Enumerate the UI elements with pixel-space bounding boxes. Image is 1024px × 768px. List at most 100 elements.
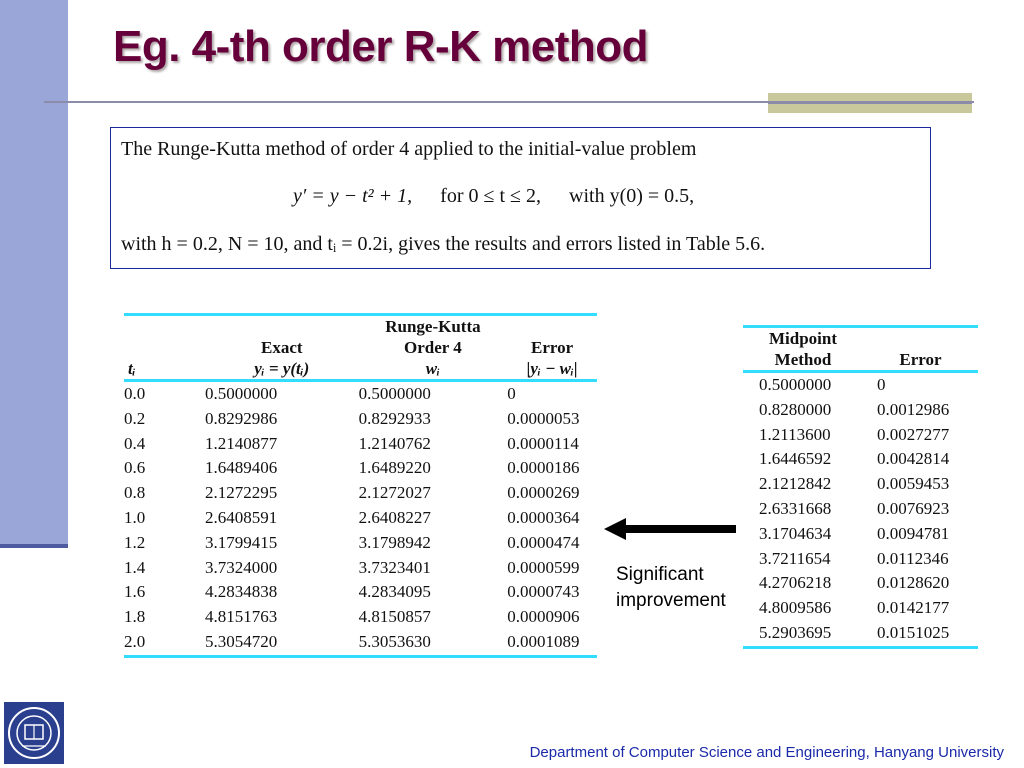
equation-ode: y′ = y − t² + 1, bbox=[293, 185, 412, 207]
table-cell: 5.3054720 bbox=[205, 630, 359, 656]
table-cell: 0 bbox=[507, 381, 597, 407]
table-row: 2.6331668 0.0076923 bbox=[743, 497, 978, 522]
table-cell: 0.8292933 bbox=[359, 407, 508, 432]
table-row: 0.0 0.5000000 0.5000000 0 bbox=[124, 381, 597, 407]
table-cell: 2.6408227 bbox=[359, 506, 508, 531]
table-cell: 0.5000000 bbox=[205, 381, 359, 407]
table-row: 0.4 1.2140877 1.2140762 0.0000114 bbox=[124, 432, 597, 457]
table-cell: 0.0001089 bbox=[507, 630, 597, 656]
equation-initial-value: with y(0) = 0.5, bbox=[569, 185, 694, 207]
table-header-row: Midpoint Method Error bbox=[743, 327, 978, 372]
table-row: 3.7211654 0.0112346 bbox=[743, 547, 978, 572]
table-cell: 0.8292986 bbox=[205, 407, 359, 432]
title-accent-line bbox=[768, 101, 972, 104]
table-cell: 0.0000743 bbox=[507, 580, 597, 605]
sidebar-shadow bbox=[0, 544, 68, 548]
header-exact-label: Exact bbox=[205, 337, 359, 358]
header-exact-formula: yᵢ = y(tᵢ) bbox=[205, 358, 359, 379]
table-cell: 0.0042814 bbox=[863, 447, 978, 472]
table-cell: 2.1272295 bbox=[205, 481, 359, 506]
table-row: 0.2 0.8292986 0.8292933 0.0000053 bbox=[124, 407, 597, 432]
table-row: 1.2113600 0.0027277 bbox=[743, 423, 978, 448]
note-line-1: Significant bbox=[616, 564, 704, 585]
sidebar-decoration bbox=[0, 0, 68, 546]
table-cell: 0.0000599 bbox=[507, 556, 597, 581]
problem-statement-box: The Runge-Kutta method of order 4 applie… bbox=[110, 127, 931, 269]
table-cell: 0.0000114 bbox=[507, 432, 597, 457]
table-cell: 0.0000053 bbox=[507, 407, 597, 432]
table-row: 1.4 3.7324000 3.7323401 0.0000599 bbox=[124, 556, 597, 581]
column-header-midpoint: Midpoint Method bbox=[743, 327, 863, 372]
equation-range: for 0 ≤ t ≤ 2, bbox=[440, 185, 541, 207]
table-row: 1.6446592 0.0042814 bbox=[743, 447, 978, 472]
table-cell: 1.6 bbox=[124, 580, 205, 605]
table-cell: 1.2 bbox=[124, 531, 205, 556]
table-row: 4.2706218 0.0128620 bbox=[743, 571, 978, 596]
table-cell: 0.0112346 bbox=[863, 547, 978, 572]
column-header-t: tᵢ bbox=[124, 315, 205, 381]
table-cell: 1.2113600 bbox=[743, 423, 863, 448]
runge-kutta-table-body: 0.0 0.5000000 0.5000000 0 0.2 0.8292986 0.8292… bbox=[124, 381, 597, 657]
table-cell: 0.0059453 bbox=[863, 472, 978, 497]
table-cell: 3.7324000 bbox=[205, 556, 359, 581]
table-cell: 3.1798942 bbox=[359, 531, 508, 556]
problem-parameters-text: with h = 0.2, N = 10, and tᵢ = 0.2i, giv… bbox=[121, 233, 765, 256]
table-cell: 0.8 bbox=[124, 481, 205, 506]
table-cell: 0.4 bbox=[124, 432, 205, 457]
table-cell: 0.0 bbox=[124, 381, 205, 407]
table-row: 0.8280000 0.0012986 bbox=[743, 398, 978, 423]
column-header-rk4: Runge-Kutta Order 4 wᵢ bbox=[359, 315, 508, 381]
table-cell: 4.2706218 bbox=[743, 571, 863, 596]
table-cell: 0.0000186 bbox=[507, 456, 597, 481]
midpoint-results-table: Midpoint Method Error 0.5000000 0 0.828000… bbox=[743, 325, 978, 649]
problem-intro-text: The Runge-Kutta method of order 4 applie… bbox=[121, 138, 696, 161]
column-header-error: Error bbox=[863, 327, 978, 372]
header-error-label: Error bbox=[507, 337, 597, 358]
table-cell: 1.4 bbox=[124, 556, 205, 581]
table-cell: 0.5000000 bbox=[359, 381, 508, 407]
table-row: 0.5000000 0 bbox=[743, 372, 978, 398]
table-row: 4.8009586 0.0142177 bbox=[743, 596, 978, 621]
table-row: 1.8 4.8151763 4.8150857 0.0000906 bbox=[124, 605, 597, 630]
table-cell: 3.1704634 bbox=[743, 522, 863, 547]
table-row: 1.6 4.2834838 4.2834095 0.0000743 bbox=[124, 580, 597, 605]
table-cell: 4.2834838 bbox=[205, 580, 359, 605]
table-row: 2.1212842 0.0059453 bbox=[743, 472, 978, 497]
table-cell: 3.1799415 bbox=[205, 531, 359, 556]
left-arrow-icon bbox=[604, 516, 736, 542]
table-cell: 0.0128620 bbox=[863, 571, 978, 596]
slide-title: Eg. 4-th order R-K method bbox=[113, 22, 648, 72]
table-cell: 1.6489220 bbox=[359, 456, 508, 481]
table-row: 0.8 2.1272295 2.1272027 0.0000269 bbox=[124, 481, 597, 506]
table-cell: 4.8151763 bbox=[205, 605, 359, 630]
table-cell: 1.6446592 bbox=[743, 447, 863, 472]
table-header-row: tᵢ Exact yᵢ = y(tᵢ) Runge-Kutta Order 4 … bbox=[124, 315, 597, 381]
note-line-2: improvement bbox=[616, 590, 726, 611]
table-cell: 4.8009586 bbox=[743, 596, 863, 621]
table-cell: 0.5000000 bbox=[743, 372, 863, 398]
table-cell: 0.0000906 bbox=[507, 605, 597, 630]
table-cell: 0.0000269 bbox=[507, 481, 597, 506]
table-cell: 2.1212842 bbox=[743, 472, 863, 497]
table-cell: 0.0094781 bbox=[863, 522, 978, 547]
header-error-formula: |yᵢ − wᵢ| bbox=[507, 358, 597, 379]
table-cell: 0.0012986 bbox=[863, 398, 978, 423]
table-cell: 2.1272027 bbox=[359, 481, 508, 506]
table-row: 0.6 1.6489406 1.6489220 0.0000186 bbox=[124, 456, 597, 481]
table-cell: 0.8280000 bbox=[743, 398, 863, 423]
table-cell: 3.7323401 bbox=[359, 556, 508, 581]
table-cell: 0 bbox=[863, 372, 978, 398]
table-cell: 5.2903695 bbox=[743, 621, 863, 647]
table-cell: 2.6331668 bbox=[743, 497, 863, 522]
header-rk-order: Order 4 bbox=[359, 337, 508, 358]
table-cell: 1.2140762 bbox=[359, 432, 508, 457]
table-cell: 0.0151025 bbox=[863, 621, 978, 647]
table-cell: 2.6408591 bbox=[205, 506, 359, 531]
table-cell: 0.0000364 bbox=[507, 506, 597, 531]
table-cell: 0.0027277 bbox=[863, 423, 978, 448]
table-cell: 1.6489406 bbox=[205, 456, 359, 481]
table-cell: 0.0142177 bbox=[863, 596, 978, 621]
table-row: 3.1704634 0.0094781 bbox=[743, 522, 978, 547]
table-cell: 1.8 bbox=[124, 605, 205, 630]
table-cell: 0.2 bbox=[124, 407, 205, 432]
